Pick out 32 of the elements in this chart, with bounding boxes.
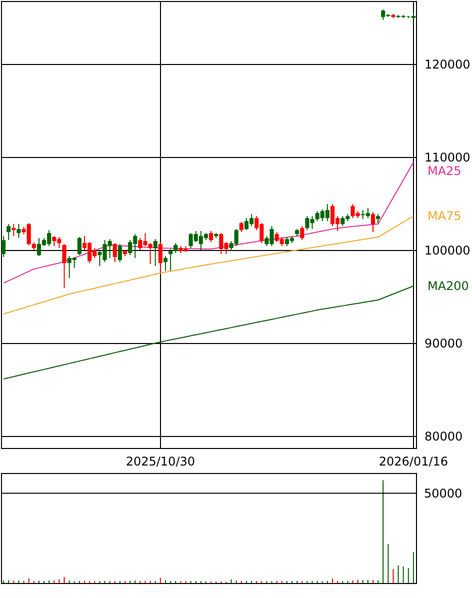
line-series: [3, 216, 414, 314]
y-tick-label: 110000: [424, 150, 470, 165]
candlestick: [112, 242, 117, 263]
candlestick: [62, 244, 66, 289]
x-tick-label: 2025/10/30: [126, 454, 196, 468]
y-tick-label: 100000: [424, 244, 470, 258]
candlestick: [158, 242, 162, 272]
candlestick: [376, 214, 380, 224]
candlestick: [118, 244, 122, 263]
candlestick: [6, 224, 11, 241]
candlestick: [209, 230, 214, 243]
candlestick: [12, 224, 16, 237]
x-tick-label: 2026/01/16: [378, 454, 448, 468]
y-tick-label: 90000: [424, 336, 463, 350]
line-series: [3, 162, 414, 284]
candlestick: [16, 224, 21, 238]
candlestick: [168, 248, 173, 272]
candlestick: [174, 242, 178, 254]
series-label: MA75: [427, 209, 462, 224]
y-tick-label: 80000: [424, 429, 463, 444]
candlestick: [77, 236, 82, 256]
candlestick: [163, 256, 168, 272]
series-label: MA25: [427, 164, 462, 178]
candlestick: [2, 236, 6, 258]
candlestick: [370, 212, 376, 233]
y-tick-label: 120000: [424, 58, 470, 72]
text: 50000: [424, 486, 462, 500]
series-label: MA200: [427, 279, 469, 294]
candlestick: [300, 226, 304, 241]
candlestick: [153, 238, 158, 267]
line-series: [3, 286, 414, 380]
candlestick: [239, 222, 244, 233]
